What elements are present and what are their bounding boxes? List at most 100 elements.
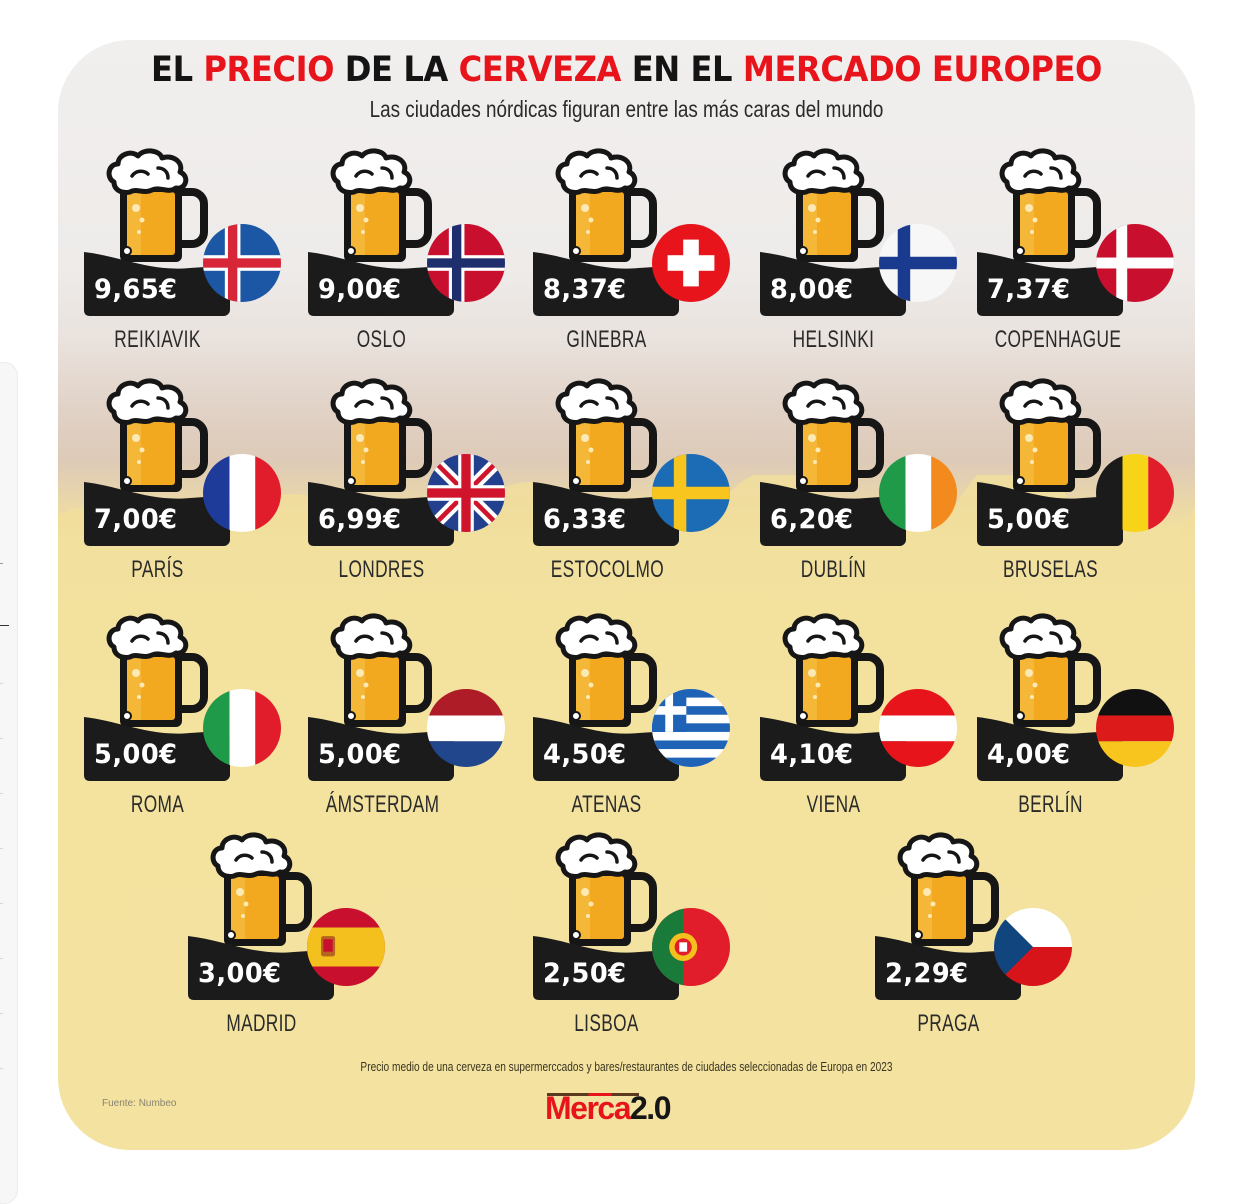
subtitle: Las ciudades nórdicas figuran entre las … <box>369 96 884 122</box>
price-value: 9,00€ <box>318 274 402 305</box>
price-value: 5,00€ <box>94 739 178 770</box>
beer-mug-icon <box>106 378 208 492</box>
germany-flag-icon <box>1096 689 1174 767</box>
switzerland-flag-icon <box>652 224 730 302</box>
beer-price-item-reikiavik: 9,65€ REIKIAVIK <box>80 148 281 363</box>
price-tag-shape <box>533 252 679 316</box>
beer-price-item-viena: 4,10€ VIENA <box>756 613 957 828</box>
beer-price-item-estocolmo: 6,33€ ESTOCOLMO <box>529 378 730 593</box>
divider <box>0 738 3 739</box>
city-label: COPENHAGUE <box>994 326 1122 353</box>
sweden-flag-icon <box>652 454 730 532</box>
title-part: PRECIO <box>203 50 335 90</box>
divider <box>0 563 3 564</box>
merca20-logo: Merca2.0 <box>545 1090 671 1127</box>
title-part: DE LA <box>334 50 459 90</box>
italy-flag-icon <box>203 689 281 767</box>
france-flag-icon <box>203 454 281 532</box>
divider <box>0 625 9 626</box>
beer-mug-icon <box>782 148 884 262</box>
price-tag-shape <box>188 936 334 1000</box>
finland-flag-icon <box>879 224 957 302</box>
beer-price-item-helsinki: 8,00€ HELSINKI <box>756 148 957 363</box>
beer-mug-icon <box>782 613 884 727</box>
price-value: 4,00€ <box>987 739 1071 770</box>
city-label: ÁMSTERDAM <box>325 791 440 818</box>
price-tag-shape <box>977 482 1123 546</box>
beer-mug-icon <box>555 613 657 727</box>
logo-merca: Merca <box>545 1090 632 1126</box>
beer-price-item-londres: 6,99€ LONDRES <box>304 378 505 593</box>
beer-mug-icon <box>210 832 312 946</box>
price-value: 3,00€ <box>198 958 282 989</box>
beer-price-item-dublín: 6,20€ DUBLÍN <box>756 378 957 593</box>
beer-price-item-praga: 2,29€ PRAGA <box>871 832 1072 1047</box>
divider <box>0 683 3 684</box>
source-label: Fuente: Numbeo <box>102 1098 177 1109</box>
city-label: PARÍS <box>131 556 184 583</box>
infographic-card: EL PRECIO DE LA CERVEZA EN EL MERCADO EU… <box>58 40 1195 1150</box>
czechia-flag-icon <box>994 908 1072 986</box>
footnote: Precio medio de una cerveza en supermerc… <box>360 1059 893 1074</box>
city-label: HELSINKI <box>792 326 875 353</box>
divider <box>0 1068 3 1069</box>
price-value: 2,50€ <box>543 958 627 989</box>
beer-price-item-madrid: 3,00€ MADRID <box>184 832 385 1047</box>
price-value: 2,29€ <box>885 958 969 989</box>
divider <box>0 903 3 904</box>
title-part: EN EL <box>620 50 743 90</box>
beer-mug-icon <box>106 148 208 262</box>
beer-mug-icon <box>782 378 884 492</box>
price-tag-shape <box>84 482 230 546</box>
price-tag-shape <box>533 936 679 1000</box>
price-value: 8,37€ <box>543 274 627 305</box>
city-label: LISBOA <box>574 1010 639 1037</box>
beer-mug-icon <box>897 832 999 946</box>
price-value: 8,00€ <box>770 274 854 305</box>
title-part: EL <box>151 50 204 90</box>
price-value: 9,65€ <box>94 274 178 305</box>
price-value: 4,10€ <box>770 739 854 770</box>
price-value: 7,00€ <box>94 504 178 535</box>
title-part: MERCADO EUROPEO <box>742 50 1103 90</box>
iceland-flag-icon <box>203 224 281 302</box>
spain-flag-icon <box>307 908 385 986</box>
price-tag-shape <box>760 482 906 546</box>
price-value: 6,99€ <box>318 504 402 535</box>
beer-price-item-oslo: 9,00€ OSLO <box>304 148 505 363</box>
city-label: LONDRES <box>338 556 425 583</box>
city-label: VIENA <box>806 791 861 818</box>
city-label: OSLO <box>356 326 407 353</box>
divider <box>0 793 3 794</box>
logo-two: 2.0 <box>630 1090 671 1126</box>
denmark-flag-icon <box>1096 224 1174 302</box>
title-part: CERVEZA <box>458 50 622 90</box>
price-tag-shape <box>84 252 230 316</box>
beer-price-item-atenas: 4,50€ ATENAS <box>529 613 730 828</box>
beer-price-item-ámsterdam: 5,00€ ÁMSTERDAM <box>304 613 505 828</box>
divider <box>0 958 3 959</box>
beer-mug-icon <box>330 148 432 262</box>
price-tag-shape <box>977 252 1123 316</box>
logo-tagline <box>547 1093 639 1096</box>
price-value: 6,20€ <box>770 504 854 535</box>
city-label: ROMA <box>130 791 185 818</box>
price-tag-shape <box>875 936 1021 1000</box>
city-label: ATENAS <box>571 791 642 818</box>
price-tag-shape <box>308 717 454 781</box>
price-value: 7,37€ <box>987 274 1071 305</box>
uk-flag-icon <box>427 454 505 532</box>
price-tag-shape <box>977 717 1123 781</box>
divider <box>0 848 3 849</box>
beer-price-item-lisboa: 2,50€ LISBOA <box>529 832 730 1047</box>
city-label: ESTOCOLMO <box>550 556 665 583</box>
portugal-flag-icon <box>652 908 730 986</box>
price-value: 6,33€ <box>543 504 627 535</box>
page-title: EL PRECIO DE LA CERVEZA EN EL MERCADO EU… <box>103 50 1149 90</box>
beer-mug-icon <box>330 378 432 492</box>
price-tag-shape <box>533 482 679 546</box>
city-label: GINEBRA <box>566 326 647 353</box>
netherlands-flag-icon <box>427 689 505 767</box>
beer-mug-icon <box>999 378 1101 492</box>
beer-mug-icon <box>555 832 657 946</box>
